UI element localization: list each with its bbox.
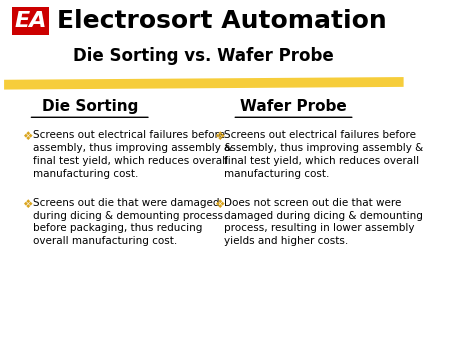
FancyBboxPatch shape	[12, 7, 49, 35]
Text: Does not screen out die that were
damaged during dicing & demounting
process, re: Does not screen out die that were damage…	[224, 198, 423, 246]
Text: EA: EA	[14, 11, 47, 31]
Text: ❖: ❖	[22, 130, 33, 143]
Text: Screens out electrical failures before
assembly, thus improving assembly &
final: Screens out electrical failures before a…	[224, 130, 423, 178]
Text: Die Sorting: Die Sorting	[41, 99, 138, 114]
Text: Screens out electrical failures before
assembly, thus improving assembly &
final: Screens out electrical failures before a…	[32, 130, 232, 178]
Text: Wafer Probe: Wafer Probe	[240, 99, 347, 114]
Text: Electrosort Automation: Electrosort Automation	[57, 9, 387, 33]
Text: Die Sorting vs. Wafer Probe: Die Sorting vs. Wafer Probe	[73, 47, 334, 65]
Text: ❖: ❖	[214, 198, 225, 211]
Text: ❖: ❖	[214, 130, 225, 143]
Text: Screens out die that were damaged
during dicing & demounting process
before pack: Screens out die that were damaged during…	[32, 198, 223, 246]
Polygon shape	[4, 77, 404, 90]
Text: ❖: ❖	[22, 198, 33, 211]
